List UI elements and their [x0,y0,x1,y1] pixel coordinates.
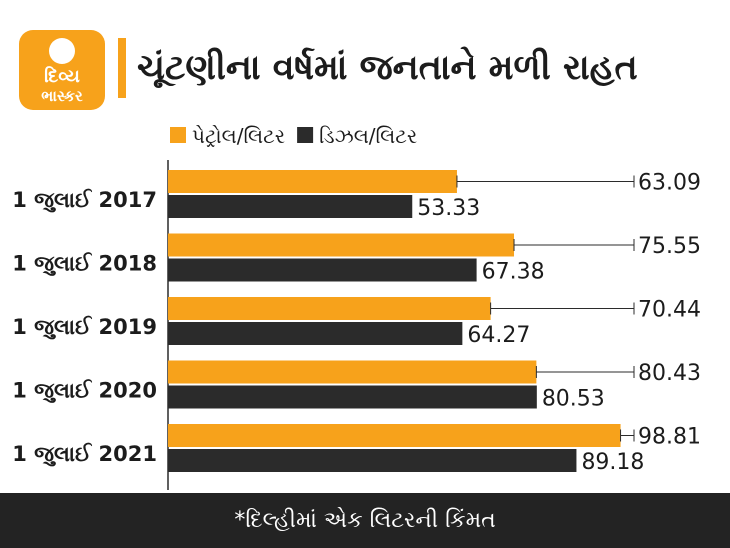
data-label: 67.38 [482,260,545,285]
bar-petrol [168,297,491,320]
data-label: 80.43 [638,361,701,386]
brand-logo: દિવ્ય ભાસ્કર [19,30,105,110]
footer-note: *દિલ્હીમાં એક લિટરની કિંમત [234,508,496,533]
data-label: 70.44 [638,298,701,323]
data-label: 63.09 [638,171,701,196]
title-accent-bar [118,38,126,98]
bar-chart: પેટ્રોલ/લિટર ડિઝલ/લિટર 1 જુલાઈ 2017 63.09 53… [12,124,701,490]
data-label: 98.81 [638,425,701,450]
bar-petrol [168,360,537,384]
legend-label-1: પેટ્રોલ/લિટર [192,124,285,149]
bar-diesel [168,322,463,345]
legend-label-2: ડિઝલ/લિટર [319,124,417,148]
data-label: 80.53 [542,387,605,412]
category-label: 1 જુલાઈ 2019 [12,315,157,340]
bar-petrol [168,424,621,447]
bar-diesel [168,385,537,409]
category-label: 1 જુલાઈ 2021 [12,442,157,467]
legend-swatch-1 [170,127,186,143]
category-label: 1 જુલાઈ 2020 [12,379,157,404]
category-label: 1 જુલાઈ 2018 [12,252,157,277]
bar-petrol [168,170,457,193]
data-label: 64.27 [467,323,530,348]
bar-petrol [168,233,515,257]
footer-bar: *દિલ્હીમાં એક લિટરની કિંમત [0,493,730,548]
legend-swatch-2 [297,127,314,143]
data-label: 75.55 [638,234,701,259]
data-label: 53.33 [417,196,480,221]
brand-line2: ભાસ્કર [41,87,83,105]
data-label: 89.18 [581,450,644,475]
bar-diesel [168,258,477,282]
bar-diesel [168,449,577,472]
category-label: 1 જુલાઈ 2017 [12,188,157,213]
bar-diesel [168,195,413,218]
sun-icon [49,38,75,64]
brand-line1: દિવ્ય [44,66,80,87]
chart-title: ચૂંટણીના વર્ષમાં જનતાને મળી રાહત [137,48,638,88]
